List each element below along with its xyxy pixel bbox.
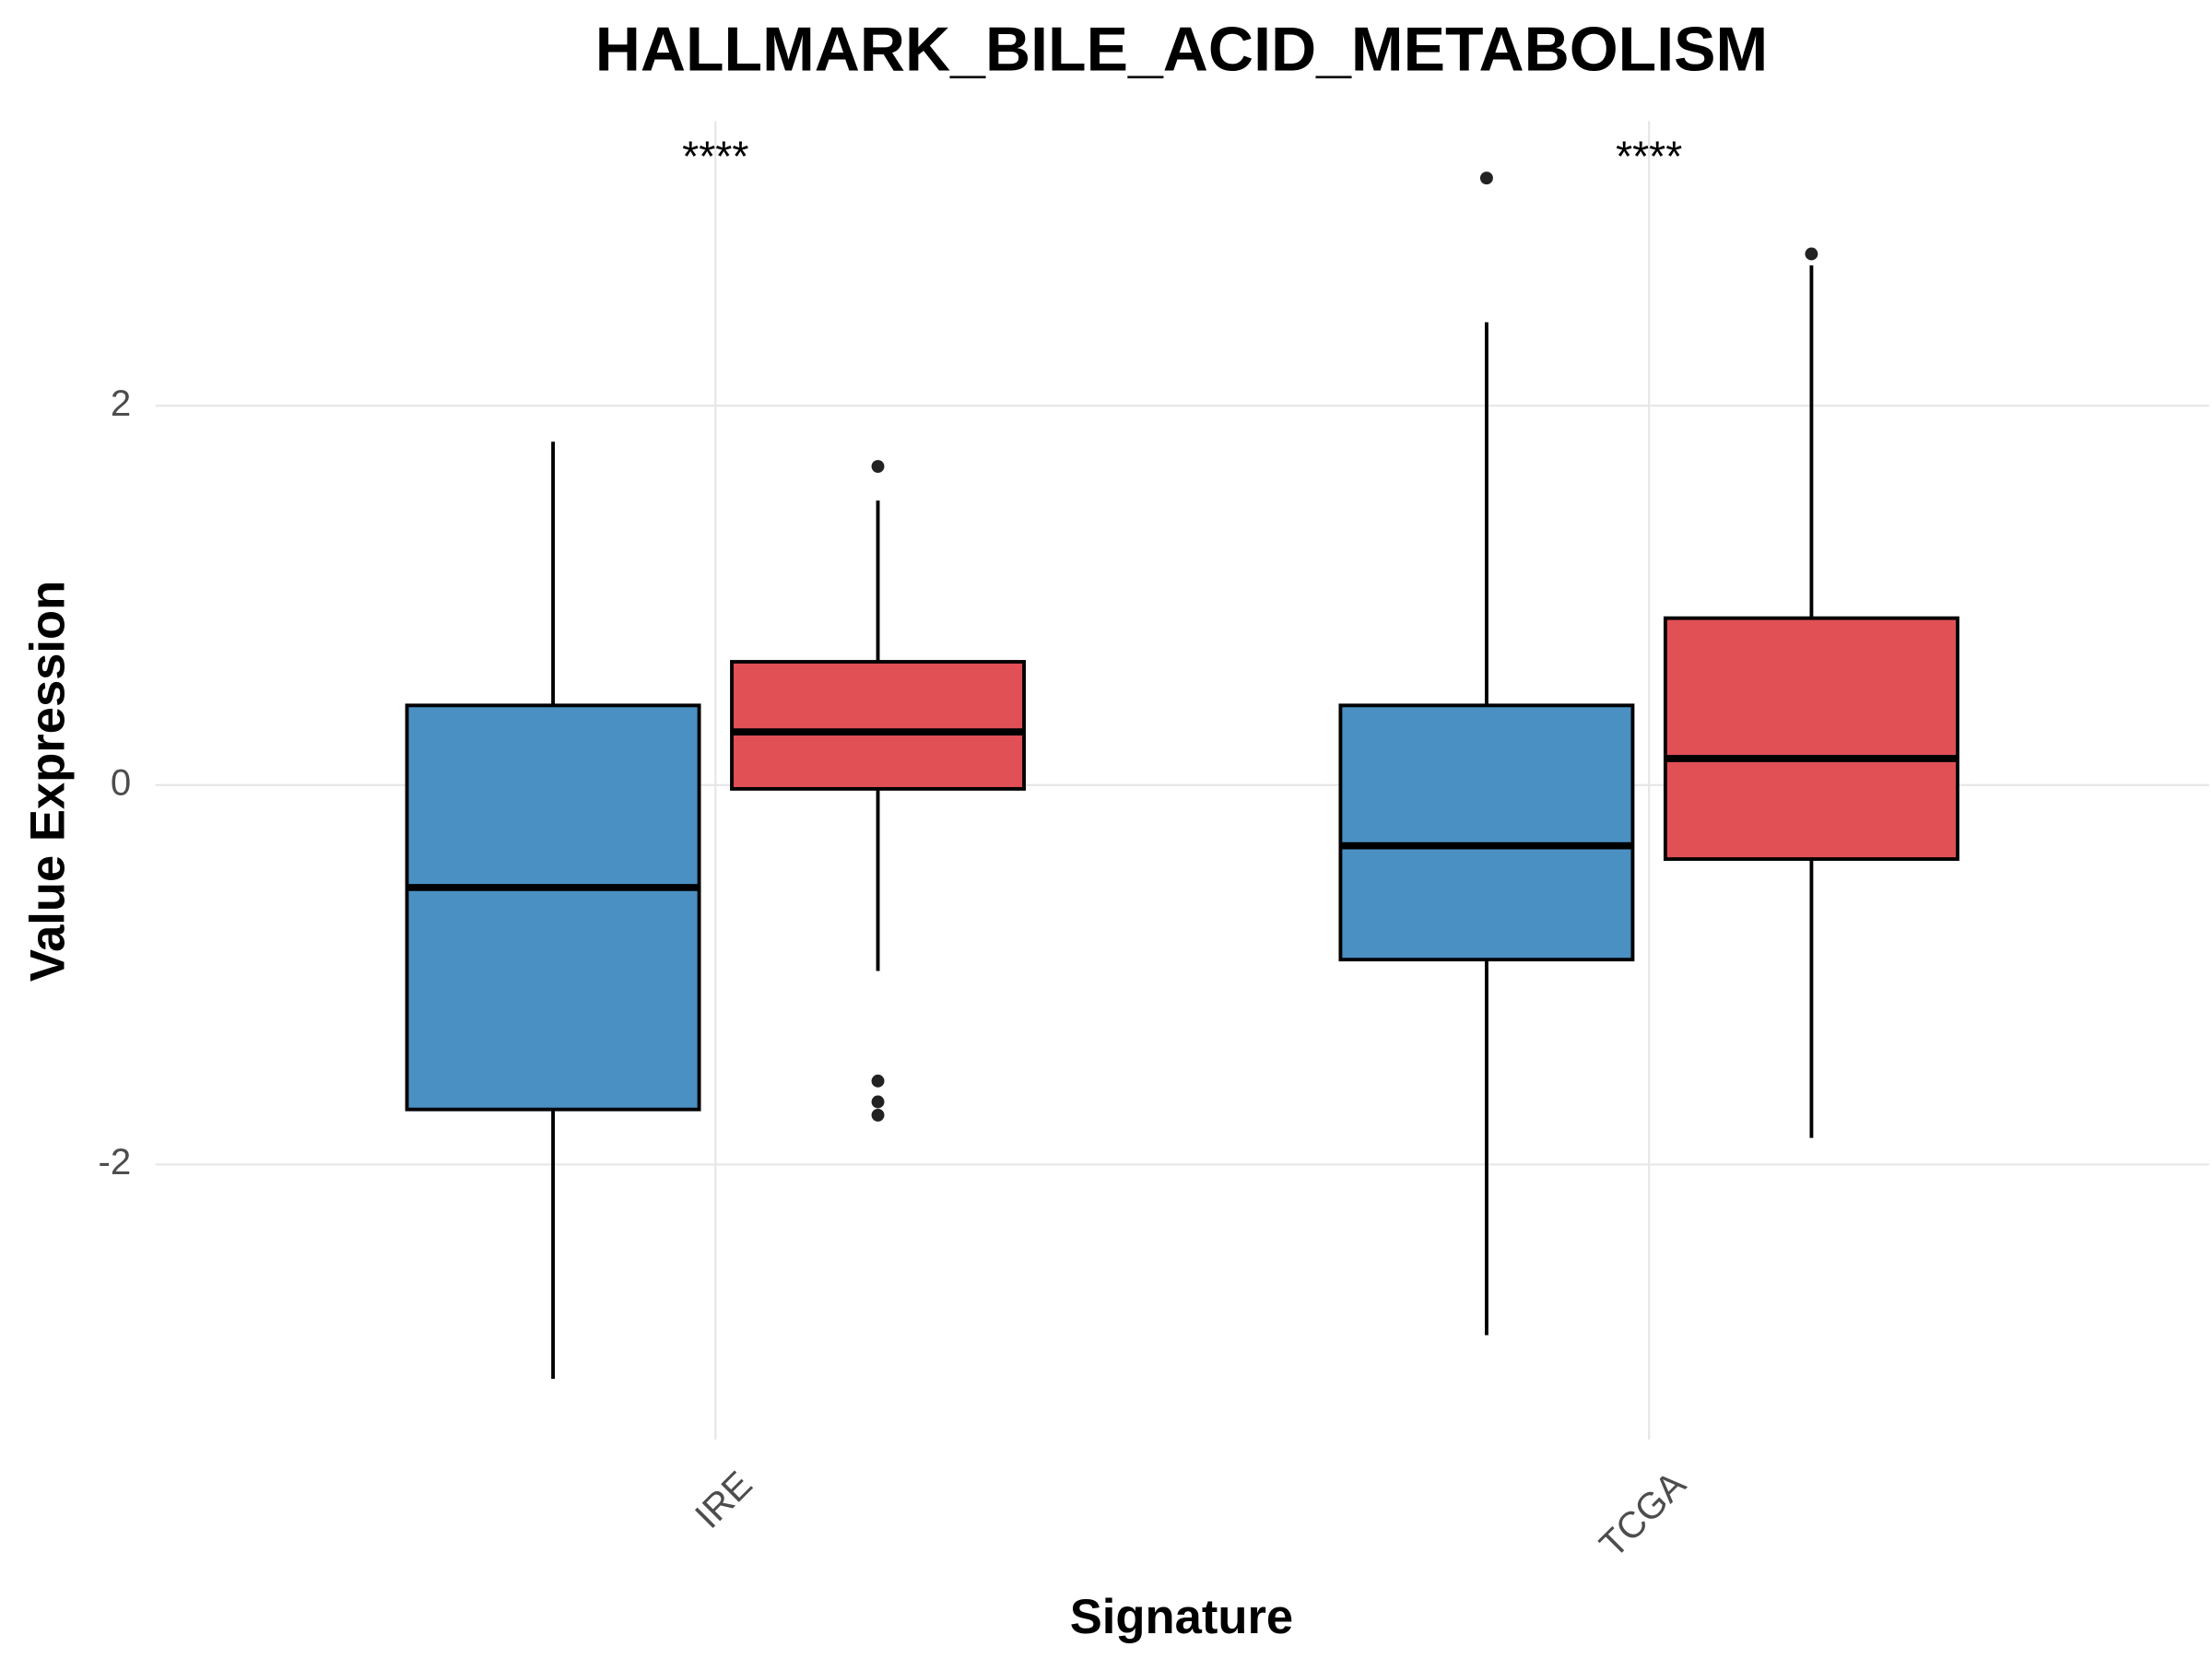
outlier bbox=[1805, 247, 1818, 261]
y-axis-label: Value Expression bbox=[21, 581, 76, 982]
box bbox=[730, 660, 1026, 791]
x-tick-label: IRE bbox=[687, 1464, 759, 1536]
box bbox=[1663, 616, 1959, 861]
box bbox=[405, 703, 701, 1112]
y-tick-label: 0 bbox=[111, 761, 131, 803]
outlier bbox=[871, 1095, 885, 1109]
box bbox=[1338, 703, 1635, 962]
plot-area: **** **** bbox=[405, 132, 1959, 1379]
x-axis-label: Signature bbox=[1070, 1590, 1293, 1644]
outlier bbox=[871, 1074, 885, 1088]
y-tick-label: 2 bbox=[111, 382, 131, 424]
significance-label: **** bbox=[682, 132, 748, 180]
outlier bbox=[1479, 171, 1493, 185]
outlier bbox=[871, 460, 885, 473]
outlier bbox=[871, 1108, 885, 1122]
x-tick-label: TCGA bbox=[1592, 1464, 1694, 1566]
significance-label: **** bbox=[1616, 132, 1682, 180]
y-tick-label: -2 bbox=[99, 1141, 132, 1182]
chart-title: HALLMARK_BILE_ACID_METABOLISM bbox=[595, 15, 1768, 85]
